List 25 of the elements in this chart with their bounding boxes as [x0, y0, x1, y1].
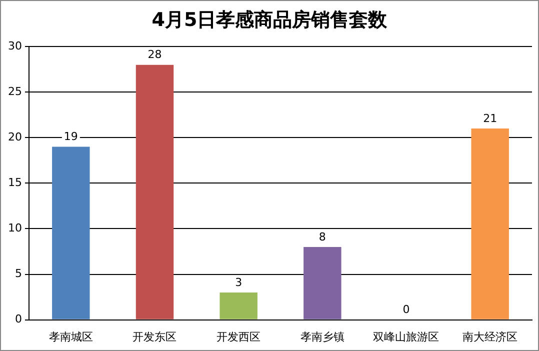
x-tick-label: 双峰山旅游区 [373, 330, 440, 344]
data-label: 21 [483, 112, 498, 125]
y-tick-label: 25 [8, 84, 22, 98]
y-tick-label: 20 [8, 130, 22, 144]
bar [52, 146, 90, 320]
data-label: 3 [235, 276, 242, 289]
x-tick-label: 孝南乡镇 [300, 330, 344, 344]
y-tick-label: 5 [14, 267, 22, 280]
data-label: 8 [318, 230, 326, 244]
y-tick-label: 10 [8, 222, 22, 235]
data-label: 28 [148, 48, 162, 62]
bar [220, 292, 258, 320]
data-label: 19 [64, 130, 78, 144]
x-tick-label: 开发东区 [132, 330, 177, 344]
chart-title: 4月5日孝感商品房销售套数 [150, 8, 388, 33]
y-tick-label: 15 [8, 176, 22, 190]
data-label: 0 [402, 303, 410, 316]
bar [136, 64, 174, 320]
y-tick-label: 0 [14, 312, 22, 326]
x-tick-label: 开发西区 [216, 330, 261, 344]
x-tick-label: 南大经济区 [462, 330, 518, 344]
y-tick-label: 30 [8, 39, 22, 52]
x-tick-label: 孝南城区 [48, 330, 93, 344]
bar [471, 128, 509, 320]
bar [304, 246, 342, 320]
